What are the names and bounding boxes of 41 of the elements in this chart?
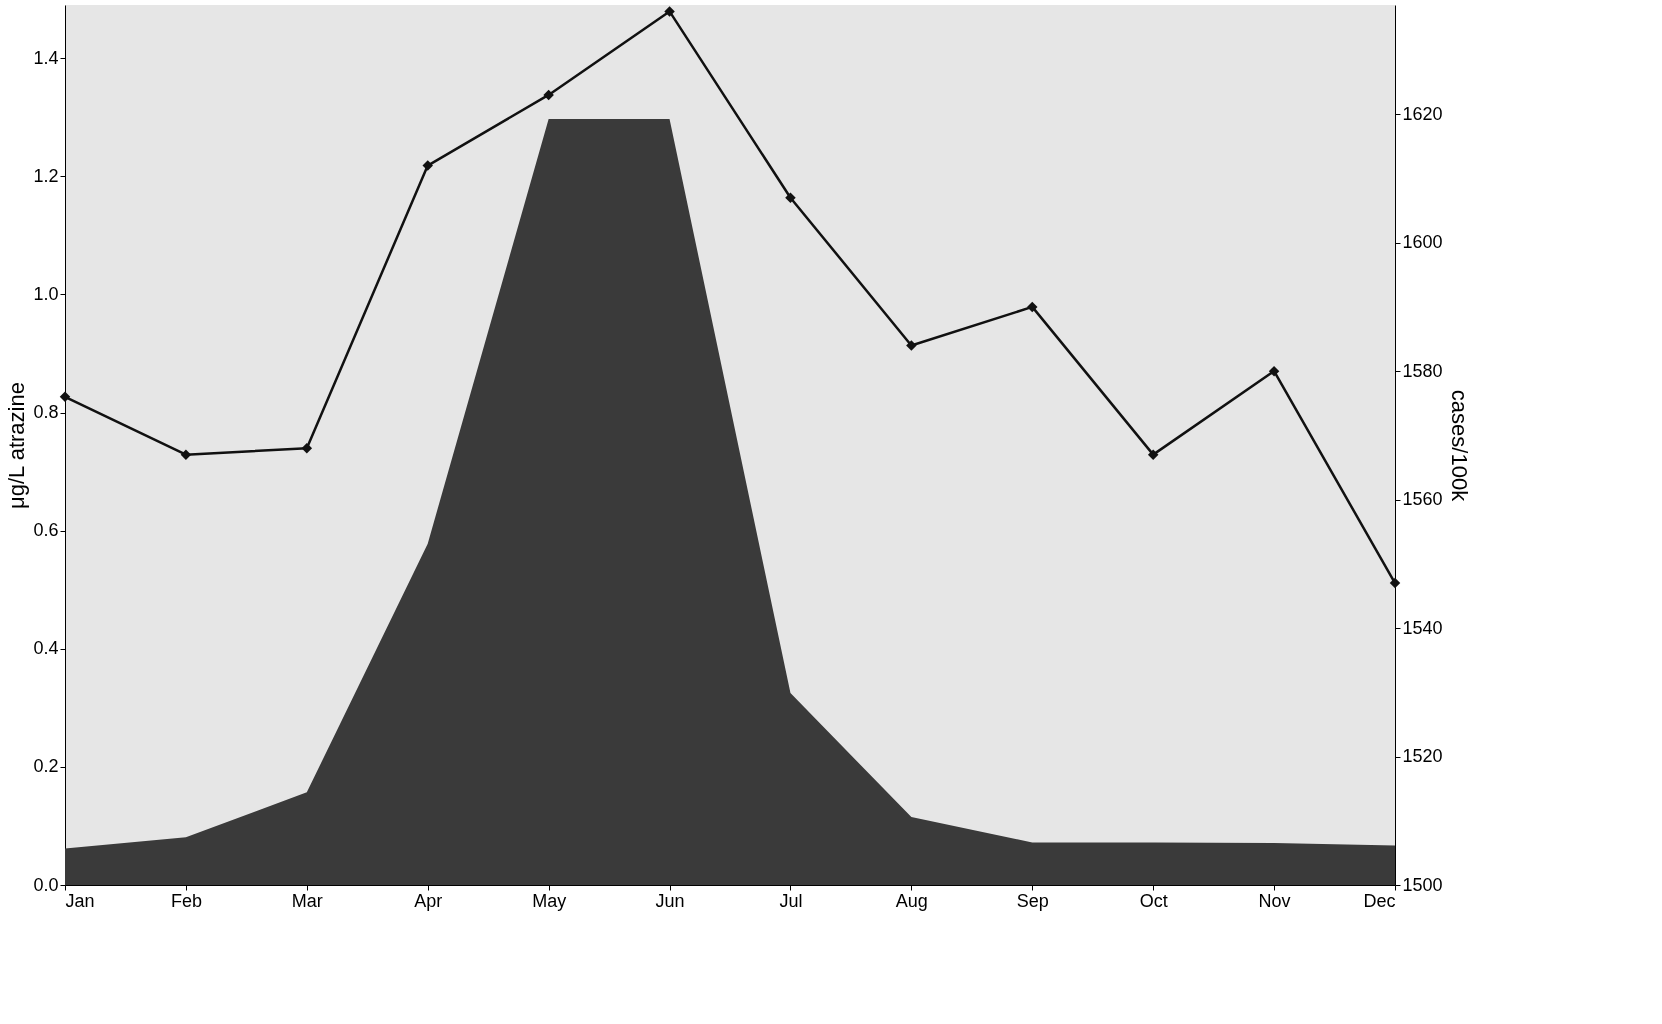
y2-axis-title: cases/100k — [1446, 389, 1472, 503]
point — [906, 340, 917, 351]
point — [1268, 365, 1280, 377]
x-tick-label: Dec — [1363, 890, 1396, 911]
y2-tick-label: 1580 — [1402, 360, 1443, 381]
point — [1147, 449, 1159, 460]
y-tick-label: 0.4 — [33, 638, 59, 659]
x-tick-label: Aug — [895, 890, 928, 911]
x-tick-label: Feb — [170, 890, 202, 911]
y-tick-label: 1.2 — [33, 165, 59, 186]
y2-tick-label: 1520 — [1402, 746, 1443, 767]
y2-tick-label: 1620 — [1402, 103, 1443, 124]
y-tick-label: 1.4 — [33, 47, 59, 68]
point — [301, 442, 313, 454]
y-tick-label: 0.6 — [33, 520, 59, 541]
y-tick-label: 1.0 — [33, 283, 59, 304]
x-tick-label: Nov — [1258, 890, 1291, 911]
y-axis-title: μg/L atrazine — [4, 382, 30, 509]
y2-tick-label: 1500 — [1402, 874, 1443, 895]
x-tick-label: Jul — [779, 890, 803, 911]
y2-tick-label: 1540 — [1402, 617, 1443, 638]
x-tick-label: Jan — [65, 890, 95, 911]
point — [59, 391, 71, 403]
point — [1027, 301, 1038, 313]
point — [543, 89, 554, 101]
y-tick-label: 0.0 — [33, 874, 59, 895]
point — [664, 6, 675, 17]
y2-tick-label: 1560 — [1402, 489, 1443, 510]
y-tick-label: 0.2 — [33, 756, 59, 777]
x-tick-label: Mar — [291, 890, 323, 911]
point — [1389, 577, 1401, 589]
x-tick-label: May — [532, 890, 567, 911]
y-tick-label: 0.8 — [33, 402, 59, 423]
point — [785, 192, 796, 203]
x-tick-label: Sep — [1016, 890, 1049, 911]
y2-tick-label: 1600 — [1402, 232, 1443, 253]
x-tick-label: Oct — [1139, 890, 1168, 911]
point — [422, 160, 433, 171]
x-tick-label: Apr — [414, 890, 443, 911]
point — [180, 449, 192, 460]
x-tick-label: Jun — [655, 890, 685, 911]
